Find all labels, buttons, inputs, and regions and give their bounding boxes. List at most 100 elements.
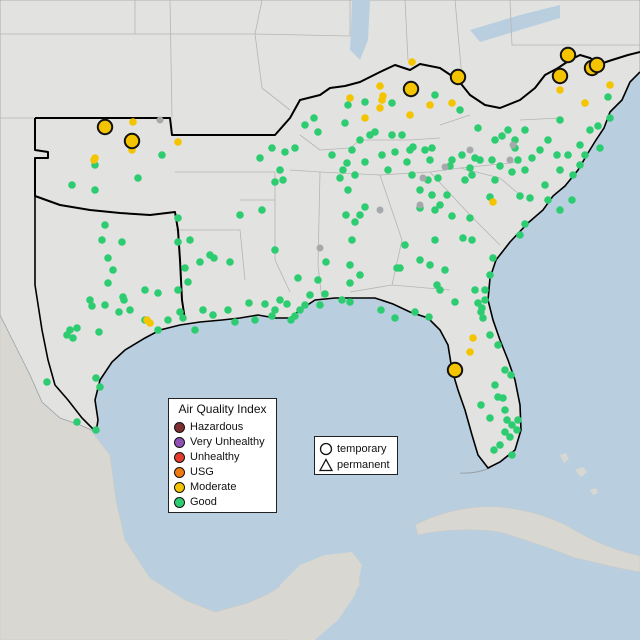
good-monitor[interactable]: [314, 276, 322, 284]
good-monitor[interactable]: [63, 331, 71, 339]
good-monitor[interactable]: [184, 278, 192, 286]
good-monitor[interactable]: [134, 174, 142, 182]
moderate-monitor[interactable]: [556, 86, 564, 94]
good-monitor[interactable]: [276, 296, 284, 304]
good-monitor[interactable]: [101, 221, 109, 229]
good-monitor[interactable]: [361, 203, 369, 211]
good-monitor[interactable]: [496, 162, 504, 170]
no-data-monitor[interactable]: [509, 141, 517, 149]
moderate-monitor[interactable]: [426, 101, 434, 109]
good-monitor[interactable]: [69, 334, 77, 342]
good-monitor[interactable]: [488, 156, 496, 164]
moderate-monitor[interactable]: [448, 99, 456, 107]
good-monitor[interactable]: [499, 394, 507, 402]
moderate-monitor[interactable]: [376, 82, 384, 90]
moderate-temporary-monitor[interactable]: [446, 361, 464, 379]
good-monitor[interactable]: [443, 191, 451, 199]
good-monitor[interactable]: [436, 201, 444, 209]
good-monitor[interactable]: [503, 416, 511, 424]
good-monitor[interactable]: [339, 166, 347, 174]
good-monitor[interactable]: [441, 266, 449, 274]
good-monitor[interactable]: [491, 136, 499, 144]
good-monitor[interactable]: [164, 316, 172, 324]
good-monitor[interactable]: [343, 159, 351, 167]
good-monitor[interactable]: [271, 178, 279, 186]
moderate-temporary-monitor[interactable]: [402, 80, 420, 98]
good-monitor[interactable]: [468, 171, 476, 179]
good-monitor[interactable]: [236, 211, 244, 219]
good-monitor[interactable]: [115, 308, 123, 316]
good-monitor[interactable]: [425, 313, 433, 321]
good-monitor[interactable]: [398, 131, 406, 139]
moderate-monitor[interactable]: [378, 96, 386, 104]
good-monitor[interactable]: [158, 151, 166, 159]
good-monitor[interactable]: [490, 446, 498, 454]
good-monitor[interactable]: [403, 158, 411, 166]
good-monitor[interactable]: [388, 131, 396, 139]
good-monitor[interactable]: [338, 296, 346, 304]
good-monitor[interactable]: [481, 286, 489, 294]
good-monitor[interactable]: [96, 383, 104, 391]
good-monitor[interactable]: [261, 300, 269, 308]
good-monitor[interactable]: [276, 166, 284, 174]
good-monitor[interactable]: [468, 236, 476, 244]
good-monitor[interactable]: [491, 176, 499, 184]
good-monitor[interactable]: [356, 136, 364, 144]
good-monitor[interactable]: [556, 116, 564, 124]
good-monitor[interactable]: [310, 114, 318, 122]
good-monitor[interactable]: [501, 366, 509, 374]
good-monitor[interactable]: [479, 314, 487, 322]
no-data-monitor[interactable]: [316, 244, 324, 252]
good-monitor[interactable]: [271, 306, 279, 314]
good-monitor[interactable]: [104, 279, 112, 287]
good-monitor[interactable]: [564, 151, 572, 159]
good-monitor[interactable]: [451, 298, 459, 306]
good-monitor[interactable]: [141, 286, 149, 294]
good-monitor[interactable]: [461, 176, 469, 184]
good-monitor[interactable]: [406, 146, 414, 154]
good-monitor[interactable]: [174, 214, 182, 222]
good-monitor[interactable]: [408, 171, 416, 179]
good-monitor[interactable]: [342, 211, 350, 219]
good-monitor[interactable]: [391, 314, 399, 322]
good-monitor[interactable]: [544, 196, 552, 204]
good-monitor[interactable]: [569, 171, 577, 179]
good-monitor[interactable]: [118, 238, 126, 246]
good-monitor[interactable]: [179, 314, 187, 322]
good-monitor[interactable]: [191, 326, 199, 334]
good-monitor[interactable]: [126, 306, 134, 314]
moderate-temporary-monitor[interactable]: [588, 56, 606, 74]
good-monitor[interactable]: [154, 326, 162, 334]
good-monitor[interactable]: [306, 291, 314, 299]
good-monitor[interactable]: [521, 166, 529, 174]
good-monitor[interactable]: [586, 126, 594, 134]
good-monitor[interactable]: [294, 274, 302, 282]
good-monitor[interactable]: [604, 93, 612, 101]
good-monitor[interactable]: [458, 151, 466, 159]
good-monitor[interactable]: [348, 146, 356, 154]
good-monitor[interactable]: [514, 416, 522, 424]
good-monitor[interactable]: [356, 211, 364, 219]
moderate-monitor[interactable]: [146, 319, 154, 327]
good-monitor[interactable]: [481, 296, 489, 304]
good-monitor[interactable]: [491, 381, 499, 389]
good-monitor[interactable]: [341, 119, 349, 127]
good-monitor[interactable]: [541, 181, 549, 189]
good-monitor[interactable]: [281, 148, 289, 156]
good-monitor[interactable]: [361, 158, 369, 166]
good-monitor[interactable]: [95, 328, 103, 336]
good-monitor[interactable]: [301, 121, 309, 129]
moderate-monitor[interactable]: [376, 104, 384, 112]
good-monitor[interactable]: [104, 254, 112, 262]
good-monitor[interactable]: [489, 254, 497, 262]
good-monitor[interactable]: [477, 308, 485, 316]
good-monitor[interactable]: [521, 126, 529, 134]
good-monitor[interactable]: [245, 299, 253, 307]
good-monitor[interactable]: [568, 196, 576, 204]
good-monitor[interactable]: [296, 306, 304, 314]
good-monitor[interactable]: [344, 186, 352, 194]
good-monitor[interactable]: [496, 441, 504, 449]
good-monitor[interactable]: [466, 164, 474, 172]
moderate-temporary-monitor[interactable]: [123, 132, 141, 150]
